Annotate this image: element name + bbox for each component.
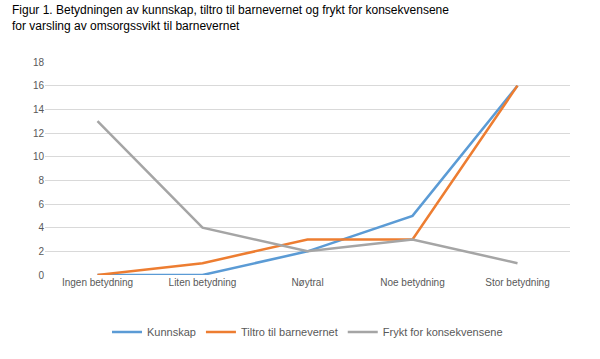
svg-text:Frykt for konsekvensene: Frykt for konsekvensene	[383, 326, 503, 338]
svg-text:Figur 1. Betydningen av kunnsk: Figur 1. Betydningen av kunnskap, tiltro…	[12, 3, 449, 33]
svg-text:Stor betydning: Stor betydning	[485, 277, 550, 288]
svg-text:Ingen betydning: Ingen betydning	[62, 277, 133, 288]
svg-text:10: 10	[33, 151, 45, 162]
svg-text:Tiltro til barnevernet: Tiltro til barnevernet	[241, 326, 338, 338]
svg-text:Nøytral: Nøytral	[291, 277, 323, 288]
svg-text:18: 18	[33, 57, 45, 68]
svg-text:14: 14	[33, 104, 45, 115]
svg-text:8: 8	[38, 175, 44, 186]
svg-text:12: 12	[33, 128, 45, 139]
svg-text:16: 16	[33, 80, 45, 91]
svg-text:Liten betydning: Liten betydning	[169, 277, 237, 288]
svg-text:2: 2	[38, 246, 44, 257]
svg-text:0: 0	[38, 270, 44, 281]
svg-text:6: 6	[38, 199, 44, 210]
svg-text:Noe betydning: Noe betydning	[380, 277, 445, 288]
svg-text:4: 4	[38, 222, 44, 233]
svg-text:Kunnskap: Kunnskap	[147, 326, 196, 338]
